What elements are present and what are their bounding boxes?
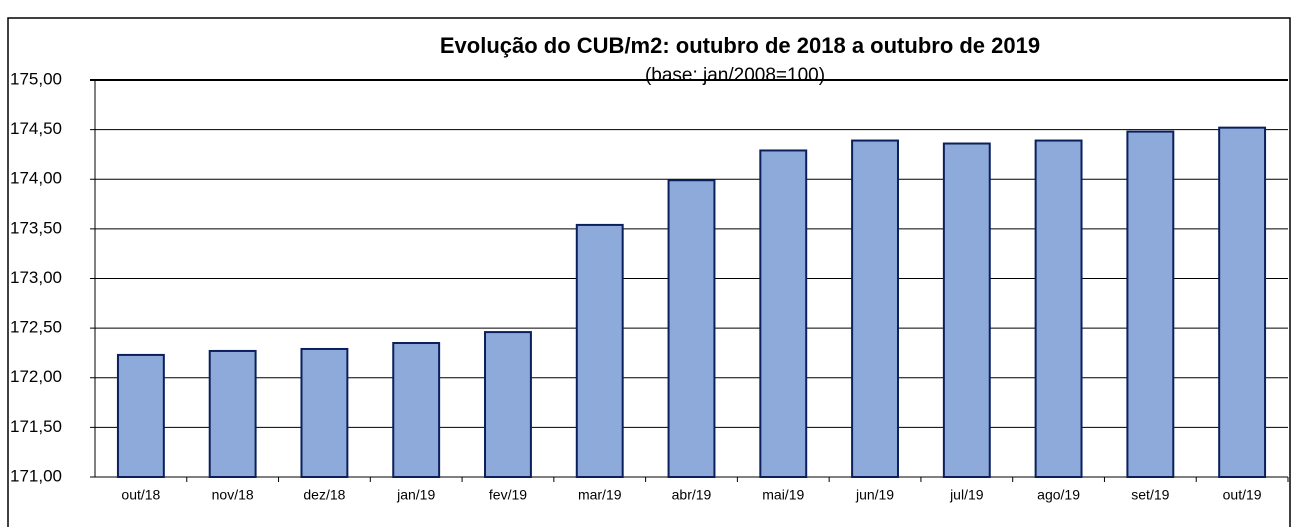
x-tick-label: jun/19	[855, 487, 894, 503]
chart-subtitle: (base: jan/2008=100)	[645, 65, 825, 86]
y-tick-label: 174,50	[10, 119, 62, 138]
x-tick-label: abr/19	[672, 487, 712, 503]
x-tick-label: mai/19	[762, 487, 804, 503]
x-tick-label: jan/19	[396, 487, 435, 503]
x-tick-label: dez/18	[303, 487, 345, 503]
bar	[851, 139, 899, 478]
x-tick-label: out/19	[1223, 487, 1262, 503]
x-tick-label: mar/19	[578, 487, 622, 503]
bar	[575, 223, 624, 478]
x-tick-label: ago/19	[1037, 487, 1080, 503]
bar	[392, 342, 441, 479]
x-tick-label: fev/19	[489, 487, 527, 503]
bar	[942, 142, 991, 479]
bar	[484, 331, 532, 478]
chart-border	[7, 17, 1291, 527]
bar	[667, 179, 716, 478]
y-tick-label: 173,00	[10, 268, 62, 287]
y-tick-label: 172,50	[10, 318, 62, 337]
y-tick-label: 171,50	[10, 417, 62, 436]
bar	[208, 349, 257, 479]
y-tick-label: 172,00	[10, 367, 62, 386]
y-tick-label: 175,00	[10, 69, 62, 88]
bar	[759, 149, 808, 478]
y-tick-label: 174,00	[10, 169, 62, 188]
x-tick-label: out/18	[121, 487, 160, 503]
chart-title: Evolução do CUB/m2: outubro de 2018 a ou…	[440, 33, 1040, 58]
x-tick-label: set/19	[1131, 487, 1169, 503]
x-tick-label: nov/18	[212, 487, 254, 503]
y-tick-label: 173,50	[10, 218, 62, 237]
bar	[1034, 139, 1083, 478]
bar	[116, 353, 165, 478]
bar	[1218, 126, 1267, 478]
x-tick-label: jul/19	[949, 487, 984, 503]
bar	[1126, 130, 1175, 479]
y-tick-label: 171,00	[10, 466, 62, 485]
bar	[300, 347, 349, 478]
